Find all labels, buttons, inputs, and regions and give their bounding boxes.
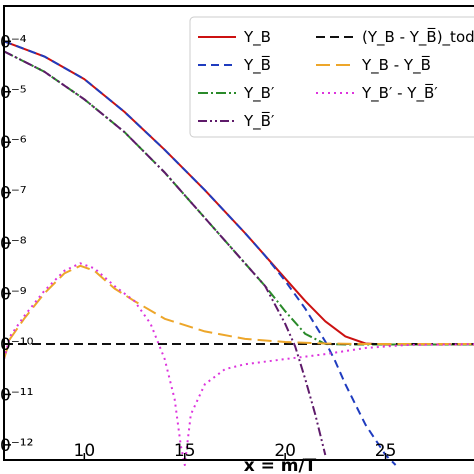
x-tick-label: 25: [375, 441, 397, 461]
series-line-3: [3, 50, 327, 456]
legend-label: Y_B̅′: [243, 111, 275, 131]
y-tick-label: 0⁻⁸: [0, 234, 27, 254]
y-tick-label: 0⁻⁴: [0, 32, 27, 52]
legend-box: [189, 16, 474, 138]
plot-frame: [3, 5, 474, 461]
y-tick-label: 0⁻⁹: [0, 285, 27, 305]
legend-label: Y_B̅: [243, 55, 271, 75]
y-tick-label: 0⁻⁵: [0, 83, 27, 103]
y-tick-label: 0⁻¹²: [0, 436, 33, 456]
legend: Y_B Y_B̅ Y_B′ Y_B̅′ (Y_B - Y_B̅)_today Y_B - …: [189, 16, 474, 138]
y-tick-label: 0⁻⁶: [0, 133, 27, 153]
x-tick-label: 15: [174, 441, 196, 461]
ticks-layer: 10 15 20 25 0⁻⁴ 0⁻⁵ 0⁻⁶ 0⁻⁷ 0⁻⁸ 0⁻⁹ 0⁻¹⁰ 0⁻¹¹ 0⁻¹²: [0, 32, 396, 461]
x-tick-label: 20: [274, 441, 296, 461]
y-tick-label: 0⁻¹⁰: [0, 335, 34, 355]
legend-label: Y_B - Y_B̅: [361, 55, 431, 75]
legend-label: Y_B: [243, 28, 271, 47]
legend-label: (Y_B - Y_B̅)_today: [362, 27, 474, 47]
series-line-6: [3, 262, 474, 466]
series-layer: [3, 40, 474, 466]
legend-label: Y_B′: [243, 84, 275, 103]
series-line-1: [3, 40, 397, 466]
x-tick-label: 10: [74, 441, 96, 461]
y-tick-label: 0⁻¹¹: [0, 385, 33, 405]
x-axis-title: x = m/T: [244, 456, 317, 474]
legend-label: Y_B′ - Y_B̅′: [361, 83, 438, 103]
y-tick-label: 0⁻⁷: [0, 184, 27, 204]
